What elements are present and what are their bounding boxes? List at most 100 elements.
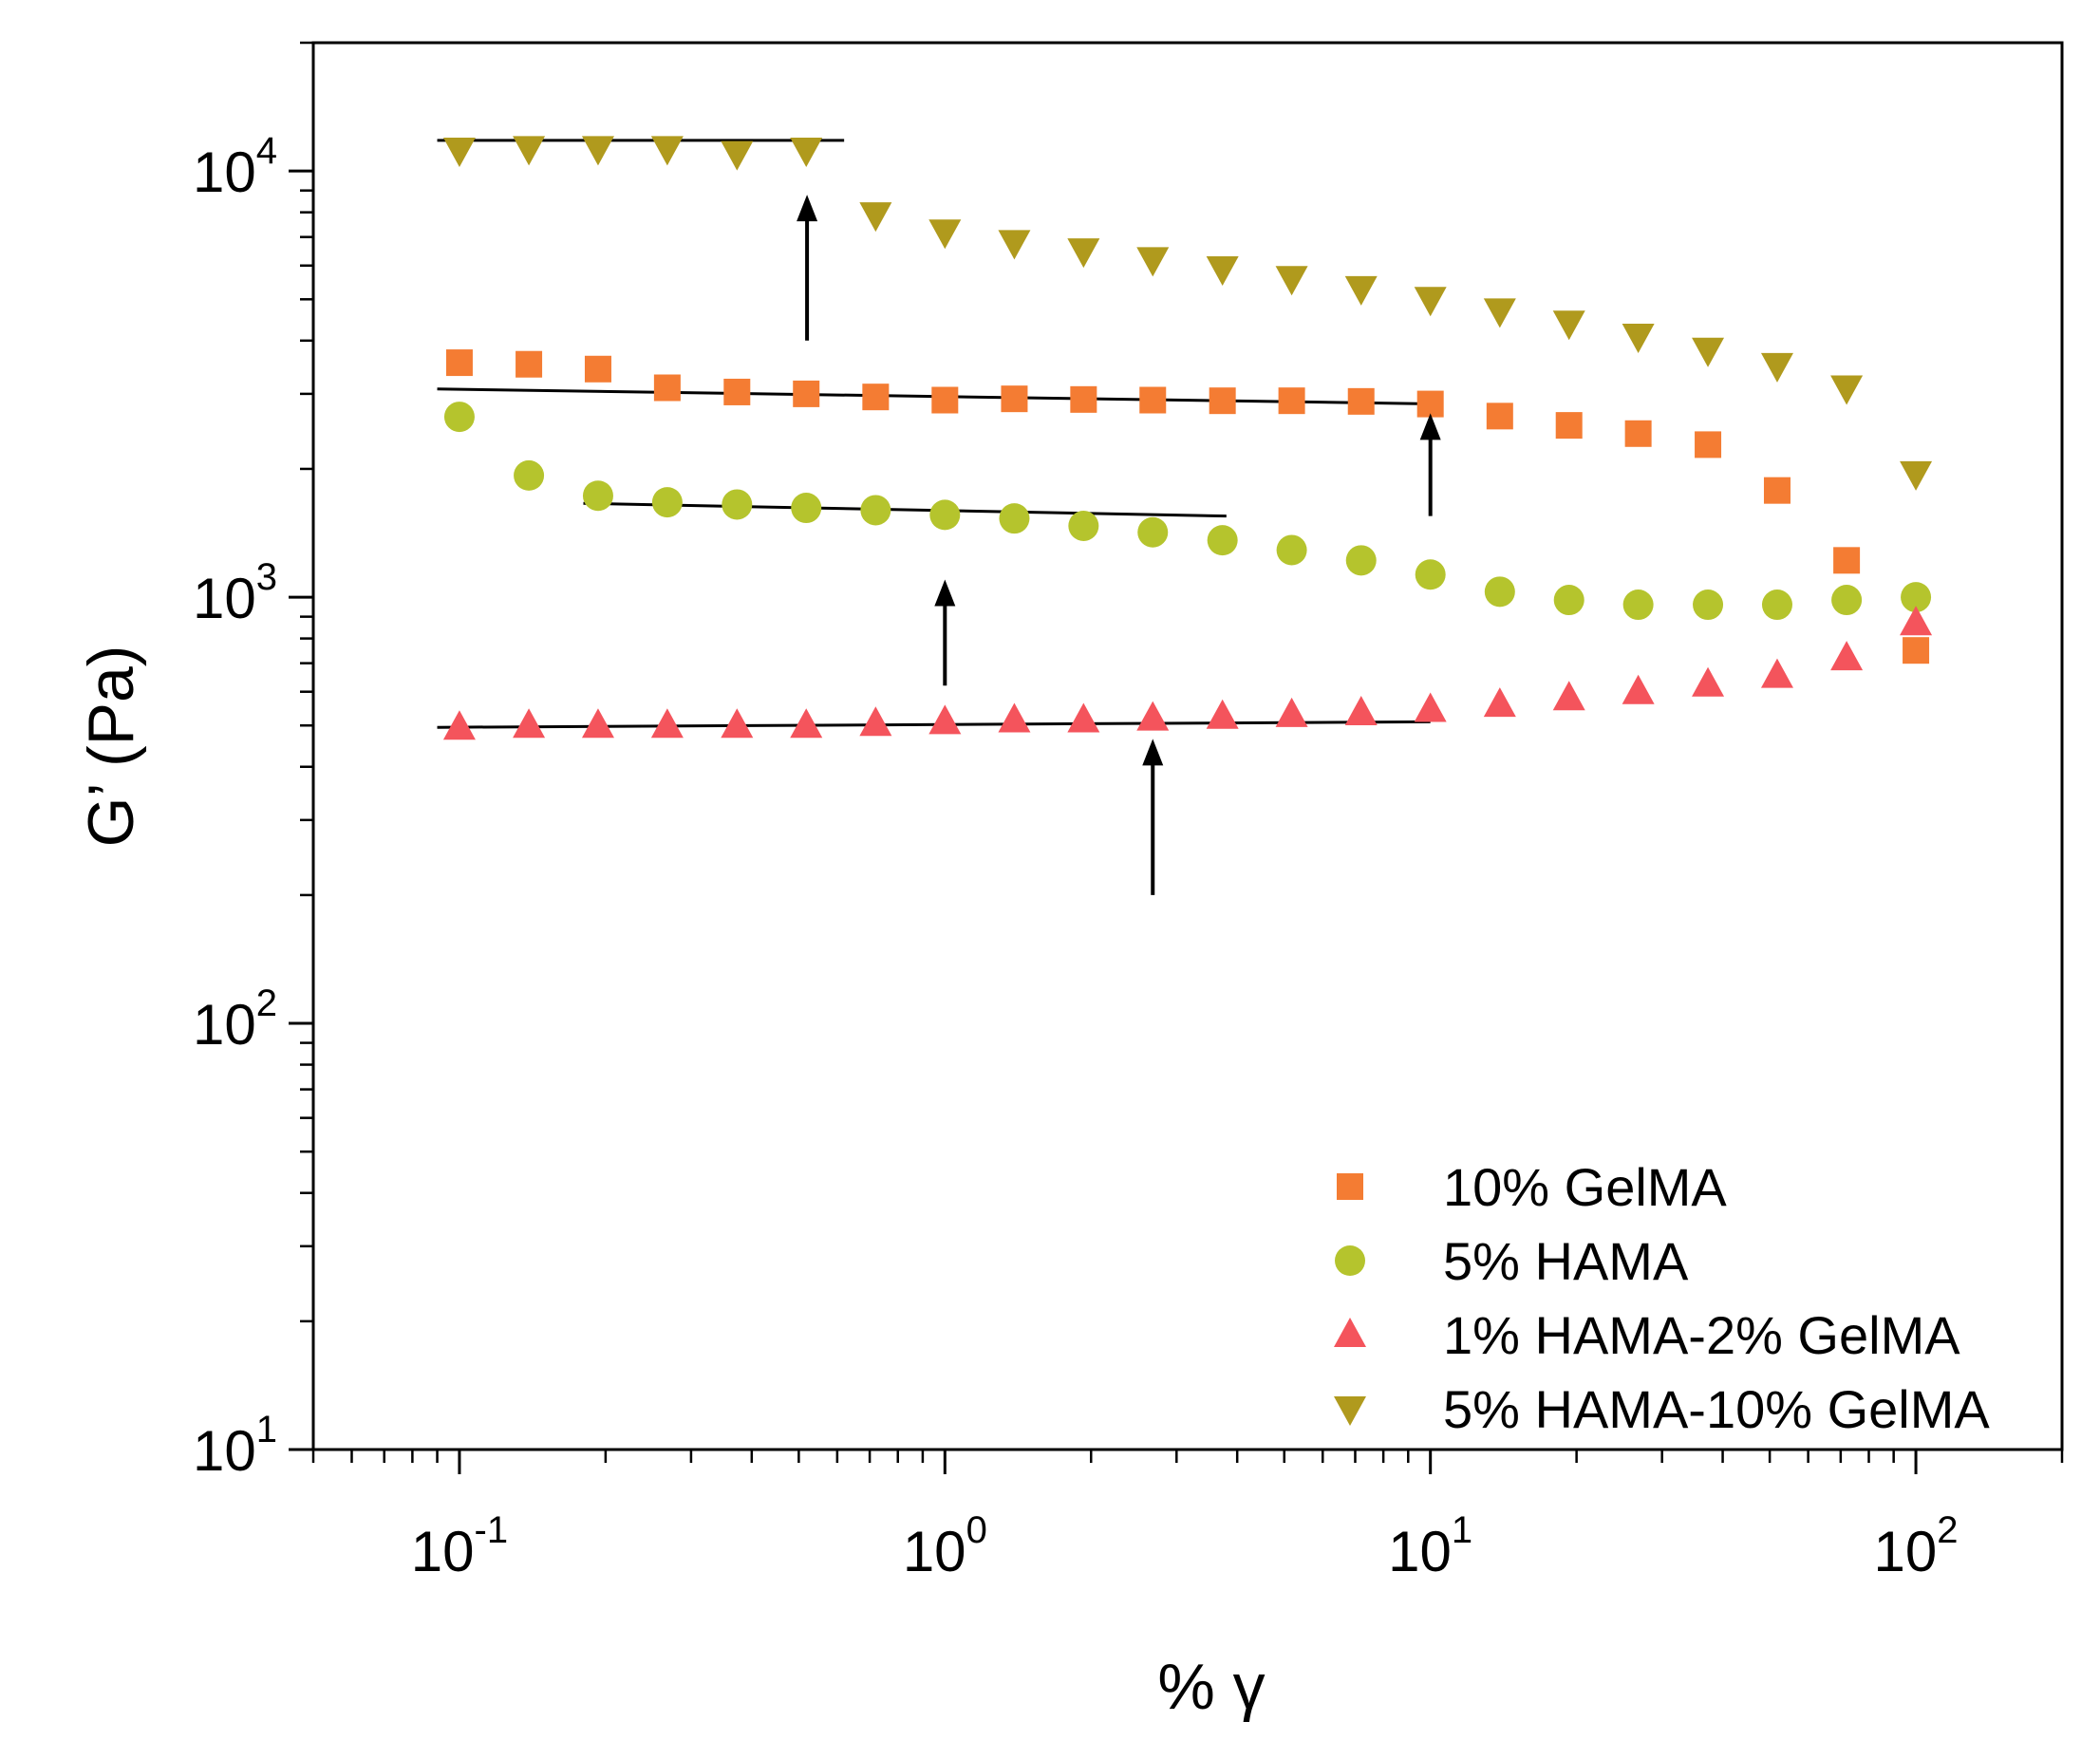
data-point <box>1139 386 1167 414</box>
data-point <box>928 704 962 735</box>
data-point <box>1278 387 1305 415</box>
data-point <box>513 136 546 166</box>
data-point <box>1692 337 1725 367</box>
tick-label-exponent: -1 <box>475 1509 509 1551</box>
data-point <box>928 219 962 250</box>
data-point <box>1416 390 1444 418</box>
data-point <box>859 706 892 737</box>
legend-label: 5% HAMA-10% GelMA <box>1443 1379 1990 1439</box>
tick-label-exponent: 1 <box>1452 1509 1472 1551</box>
data-point <box>999 503 1030 534</box>
tick-label-base: 10 <box>193 140 256 204</box>
annotation-arrow <box>797 195 818 341</box>
tick-label-exponent: 4 <box>256 130 277 172</box>
data-point <box>443 402 475 433</box>
data-point <box>1903 637 1930 664</box>
data-point <box>1622 589 1654 621</box>
annotation-arrows <box>797 195 1441 895</box>
data-point <box>1830 641 1864 671</box>
data-point <box>1622 323 1655 353</box>
data-point <box>1136 701 1170 731</box>
data-point <box>1136 247 1170 277</box>
data-point <box>1486 402 1513 430</box>
arrow-head <box>934 579 956 607</box>
data-point <box>1275 697 1308 727</box>
data-point <box>582 480 613 512</box>
fit-line <box>583 501 1227 518</box>
data-point <box>1001 385 1028 413</box>
data-point <box>1276 534 1307 566</box>
legend-marker <box>1334 1396 1366 1426</box>
series-3 <box>442 606 1933 740</box>
y-tick-label: 102 <box>193 982 277 1057</box>
data-point <box>860 495 891 526</box>
data-point <box>1207 525 1238 556</box>
data-point <box>998 702 1031 733</box>
legend: 10% GelMA 5% HAMA 1% HAMA-2% GelMA 5% HAMA-… <box>1334 1157 1990 1439</box>
data-point <box>1415 559 1446 590</box>
data-point <box>1831 585 1863 616</box>
data-point <box>1760 352 1793 383</box>
x-axis-label: % γ <box>1157 1651 1265 1723</box>
y-axis-label: G’ (Pa) <box>75 646 147 848</box>
tick-label-base: 10 <box>1388 1520 1452 1583</box>
series-2 <box>443 402 1932 621</box>
y-tick-label: 103 <box>193 556 277 630</box>
data-point <box>653 374 681 402</box>
data-point <box>929 499 961 531</box>
x-tick-label: 100 <box>903 1509 987 1583</box>
data-point <box>1763 477 1791 504</box>
data-point <box>514 459 545 491</box>
data-point <box>1695 431 1722 458</box>
data-point <box>442 138 476 168</box>
data-point <box>1067 702 1100 733</box>
data-point <box>791 493 822 524</box>
tick-label-base: 10 <box>193 993 256 1057</box>
arrow-head <box>1142 739 1164 766</box>
annotation-arrow <box>934 579 956 686</box>
data-point <box>1414 692 1447 722</box>
data-point <box>1553 585 1584 616</box>
tick-label-base: 10 <box>193 567 256 630</box>
tick-label-exponent: 0 <box>966 1509 987 1551</box>
data-point <box>859 202 892 233</box>
data-points <box>442 136 1933 740</box>
data-point <box>581 136 614 166</box>
y-tick-label: 104 <box>193 130 277 204</box>
x-tick-label: 102 <box>1874 1509 1959 1583</box>
legend-label: 1% HAMA-2% GelMA <box>1443 1305 1960 1365</box>
data-point <box>721 708 754 739</box>
data-point <box>1137 516 1169 548</box>
tick-label-exponent: 2 <box>1937 1509 1958 1551</box>
data-point <box>1414 287 1447 317</box>
legend-item: 5% HAMA-10% GelMA <box>1334 1379 1990 1439</box>
data-point <box>1067 238 1100 269</box>
data-point <box>1209 387 1236 415</box>
data-point <box>1484 576 1515 608</box>
data-point <box>1275 266 1308 296</box>
data-point <box>1552 681 1585 711</box>
legend-label: 5% HAMA <box>1443 1231 1689 1291</box>
data-point <box>998 230 1031 260</box>
legend-item: 10% GelMA <box>1337 1157 1727 1217</box>
series-4 <box>442 136 1933 491</box>
y-tick-label: 101 <box>193 1409 277 1483</box>
data-point <box>1068 510 1099 541</box>
arrow-head <box>1419 413 1441 440</box>
data-point <box>650 708 684 739</box>
tick-label-base: 10 <box>411 1520 475 1583</box>
data-point <box>1693 589 1724 621</box>
data-point <box>1206 699 1239 729</box>
data-point <box>650 136 684 166</box>
data-point <box>1347 387 1375 415</box>
data-point <box>516 350 543 378</box>
data-point <box>1070 385 1097 413</box>
data-point <box>1692 666 1725 697</box>
tick-label-base: 10 <box>1874 1520 1938 1583</box>
legend-marker <box>1335 1245 1365 1276</box>
data-point <box>1833 547 1861 574</box>
data-point <box>790 708 823 739</box>
